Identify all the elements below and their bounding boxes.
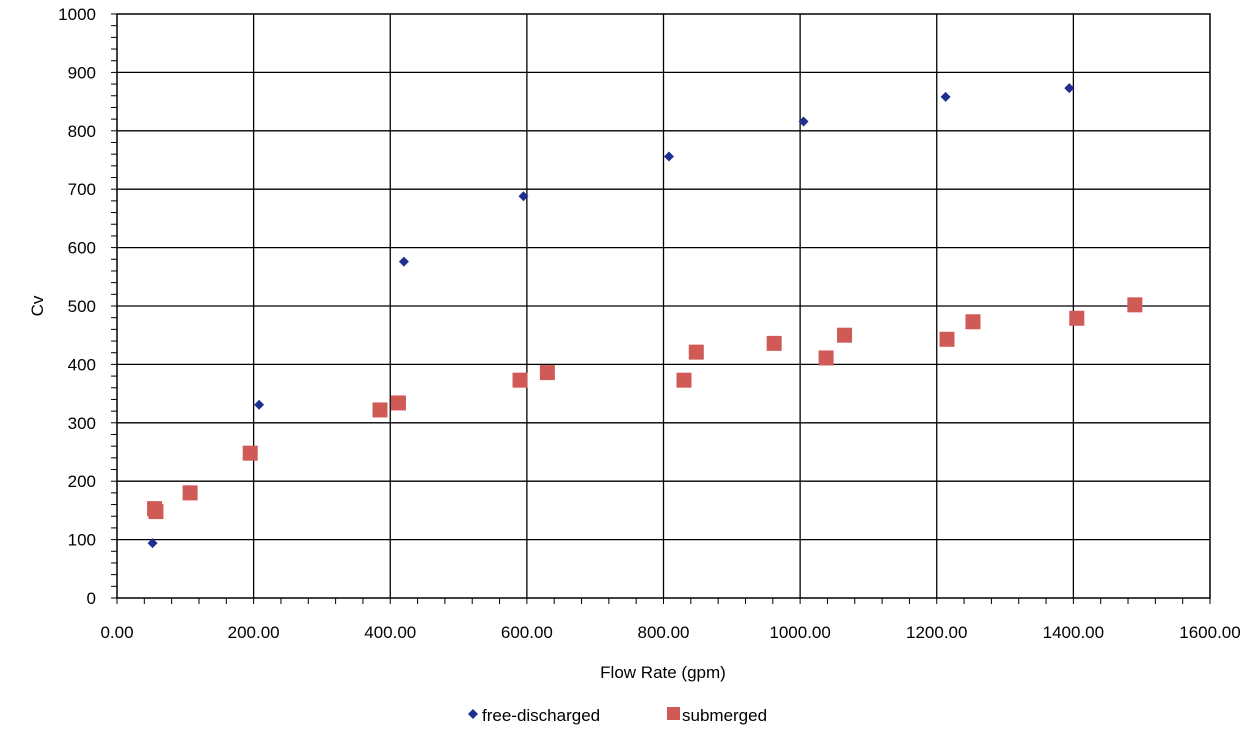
point-submerged <box>182 485 198 501</box>
series-submerged <box>147 297 1143 520</box>
point-submerged <box>539 365 555 381</box>
x-tick-label: 1400.00 <box>1043 623 1104 642</box>
y-tick-label: 500 <box>68 297 96 316</box>
point-free-discharged <box>147 538 158 549</box>
y-tick-label: 300 <box>68 414 96 433</box>
point-submerged <box>688 344 704 360</box>
data-points <box>147 83 1143 549</box>
y-tick-label: 400 <box>68 355 96 374</box>
series-free-discharged <box>147 83 1075 549</box>
legend-label-free-discharged: free-discharged <box>482 706 600 725</box>
x-tick-label: 400.00 <box>364 623 416 642</box>
y-tick-label: 200 <box>68 472 96 491</box>
point-free-discharged <box>798 116 809 127</box>
x-tick-label: 0.00 <box>100 623 133 642</box>
legend-marker-free-discharged <box>468 709 478 719</box>
point-submerged <box>1127 297 1143 313</box>
x-tick-label: 200.00 <box>228 623 280 642</box>
point-free-discharged <box>663 151 674 162</box>
y-tick-label: 1000 <box>58 5 96 24</box>
x-tick-label: 1600.00 <box>1179 623 1240 642</box>
point-free-discharged <box>1064 83 1075 94</box>
point-submerged <box>1069 310 1085 326</box>
point-submerged <box>818 350 834 366</box>
legend: free-discharged submerged <box>468 706 767 725</box>
y-tick-label: 0 <box>87 589 96 608</box>
point-free-discharged <box>398 256 409 267</box>
y-tick-label: 800 <box>68 122 96 141</box>
x-tick-label: 600.00 <box>501 623 553 642</box>
minor-ticks <box>111 13 1211 604</box>
x-tick-label: 1000.00 <box>769 623 830 642</box>
x-axis-label: Flow Rate (gpm) <box>600 663 726 682</box>
legend-label-submerged: submerged <box>682 706 767 725</box>
x-tick-label: 800.00 <box>638 623 690 642</box>
point-free-discharged <box>518 191 529 202</box>
point-submerged <box>965 314 981 330</box>
y-tick-label: 100 <box>68 531 96 550</box>
point-submerged <box>372 402 388 418</box>
point-submerged <box>939 331 955 347</box>
point-free-discharged <box>940 91 951 102</box>
grid-lines <box>117 14 1210 598</box>
point-submerged <box>390 395 406 411</box>
point-submerged <box>242 445 258 461</box>
y-tick-label: 700 <box>68 180 96 199</box>
point-free-discharged <box>254 399 265 410</box>
point-submerged <box>766 335 782 351</box>
point-submerged <box>512 372 528 388</box>
point-submerged <box>837 327 853 343</box>
x-tick-label: 1200.00 <box>906 623 967 642</box>
y-tick-label: 900 <box>68 63 96 82</box>
x-tick-labels: 0.00 200.00 400.00 600.00 800.00 1000.00 1200.… <box>100 623 1240 642</box>
plot-frame <box>116 13 1211 599</box>
y-tick-labels: 0 100 200 300 400 500 600 700 800 900 1000 <box>58 5 96 608</box>
point-submerged <box>676 372 692 388</box>
y-tick-label: 600 <box>68 239 96 258</box>
legend-marker-submerged <box>667 707 680 720</box>
point-submerged <box>148 504 164 520</box>
y-axis-label: Cv <box>28 295 47 316</box>
